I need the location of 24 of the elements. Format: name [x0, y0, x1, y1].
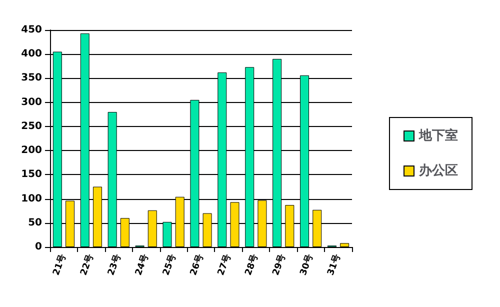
y-tick-label: 450 — [21, 24, 42, 36]
y-tick-label: 250 — [21, 120, 42, 132]
x-tick-label: 28号 — [242, 252, 261, 277]
x-tick-label: 25号 — [160, 252, 178, 277]
y-tick-label: 300 — [21, 96, 42, 108]
x-tick-label: 26号 — [188, 252, 206, 277]
legend-label: 办公区 — [418, 164, 458, 178]
bar — [340, 243, 350, 247]
x-tick-label: 24号 — [133, 252, 151, 277]
x-tick-label: 23号 — [106, 252, 124, 277]
x-tick-label: 31号 — [325, 252, 343, 277]
y-tick-label: 350 — [21, 72, 42, 84]
y-tick-label: 200 — [21, 145, 42, 156]
y-tick-label: 50 — [28, 217, 42, 228]
y-tick-label: 400 — [21, 48, 42, 60]
x-tick-label: 22号 — [78, 252, 96, 277]
x-tick-label: 30号 — [298, 252, 316, 277]
y-tick-label: 150 — [21, 169, 42, 180]
y-tick-label: 0 — [35, 242, 42, 252]
y-tick-label: 100 — [21, 193, 42, 204]
x-tick-label: 27号 — [215, 252, 234, 277]
x-tick-label: 21号 — [50, 252, 68, 277]
legend-label: 地下室 — [418, 128, 458, 144]
x-tick-label: 29号 — [270, 252, 288, 277]
